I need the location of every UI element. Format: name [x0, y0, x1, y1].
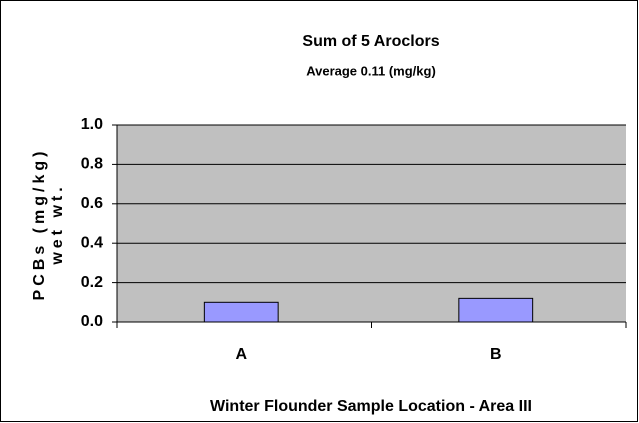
plot-area [117, 125, 626, 322]
x-axis-label: Winter Flounder Sample Location - Area I… [210, 398, 532, 415]
y-axis-label: wet wt. [49, 183, 66, 265]
y-tick-label: 0.2 [81, 274, 103, 291]
chart-title: Sum of 5 Aroclors [302, 33, 439, 50]
y-tick-label: 0.6 [81, 195, 103, 212]
y-tick-label: 0.0 [81, 313, 103, 330]
x-tick-label: B [490, 346, 502, 363]
y-tick-label: 1.0 [81, 116, 103, 133]
y-tick-label: 0.4 [81, 234, 103, 251]
bar [203, 301, 279, 323]
x-tick-label: A [235, 346, 247, 363]
y-axis-label: PCBs (mg/kg) [31, 148, 48, 301]
chart-subtitle: Average 0.11 (mg/kg) [306, 63, 436, 78]
bar [458, 297, 534, 323]
y-tick-label: 0.8 [81, 156, 103, 173]
